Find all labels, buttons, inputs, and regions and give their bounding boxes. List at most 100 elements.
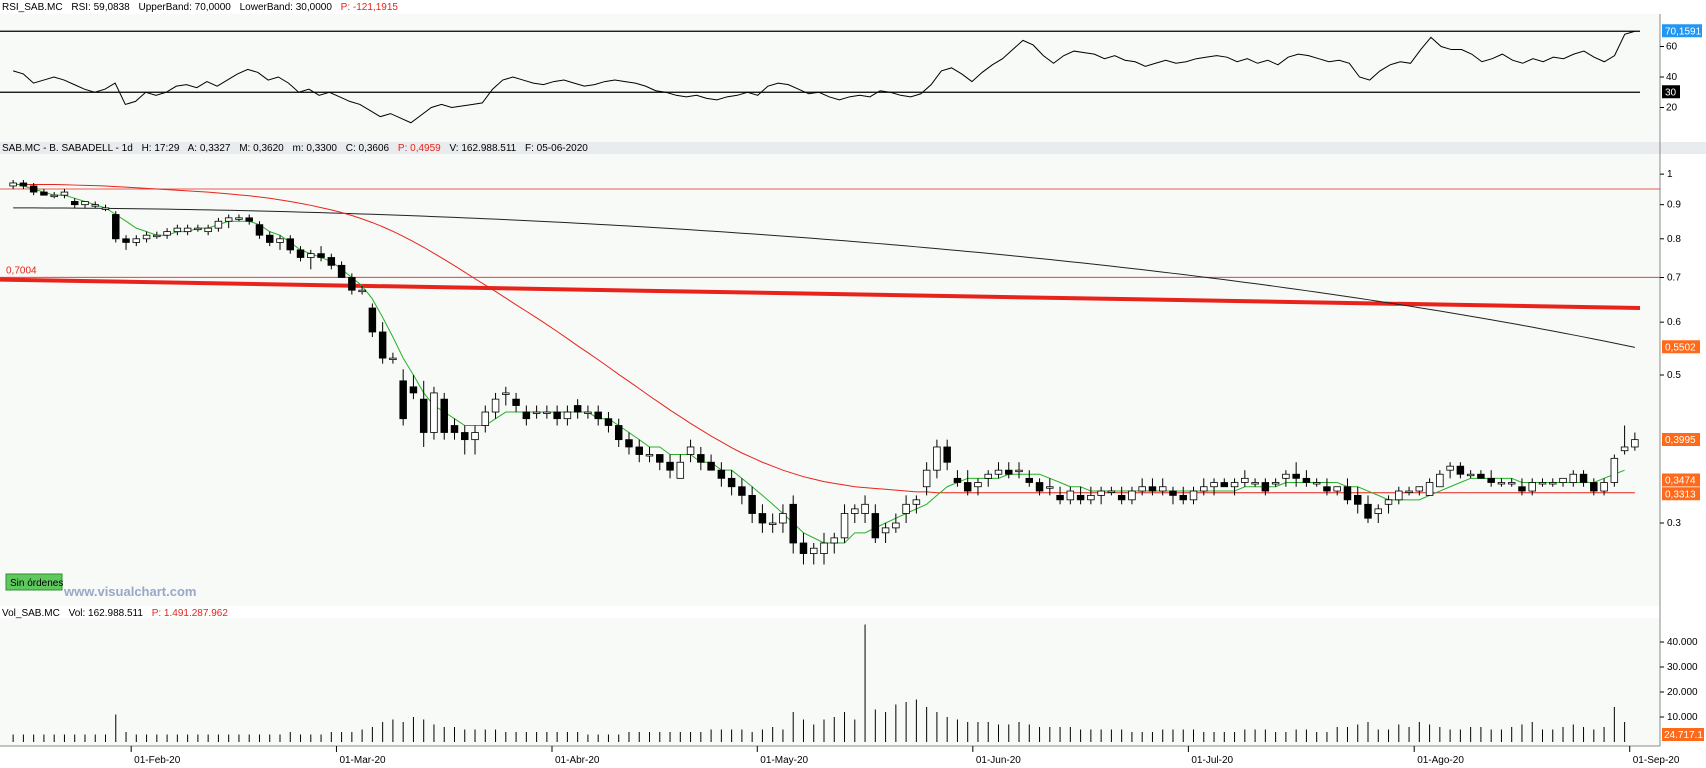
- candle-body: [1025, 477, 1034, 483]
- candle-body: [255, 224, 264, 236]
- candle: [389, 352, 397, 364]
- candle-body: [1046, 486, 1054, 489]
- ma-black-line: [13, 207, 1635, 348]
- candle-body: [963, 482, 972, 492]
- candle: [861, 495, 869, 524]
- candle-body: [1415, 486, 1424, 492]
- candle-body: [563, 411, 572, 420]
- candle-body: [1333, 486, 1341, 492]
- candle: [676, 454, 685, 479]
- candle-body: [902, 503, 910, 514]
- candle: [29, 182, 38, 196]
- candle: [779, 504, 787, 533]
- candle-body: [368, 307, 377, 333]
- candle: [1241, 470, 1249, 487]
- rsi-value: RSI: 59,0838: [71, 2, 130, 13]
- candle-body: [471, 432, 479, 441]
- candle: [214, 217, 223, 232]
- candle-body: [614, 425, 623, 441]
- candle-body: [1354, 494, 1362, 505]
- candle: [563, 405, 572, 426]
- candle-body: [409, 386, 418, 394]
- candle: [1507, 478, 1516, 487]
- candle: [1282, 470, 1290, 487]
- candle: [1087, 486, 1095, 505]
- candle: [1446, 462, 1454, 479]
- candle: [1179, 486, 1187, 505]
- candle-body: [1292, 473, 1300, 479]
- candle-body: [1446, 465, 1454, 471]
- date-tick-label: 01-Jul-20: [1191, 755, 1233, 766]
- candle-body: [727, 477, 736, 488]
- candle: [1117, 486, 1126, 505]
- candle-body: [60, 191, 69, 196]
- candle: [1251, 478, 1259, 487]
- candle: [573, 399, 582, 419]
- candle: [1220, 478, 1229, 488]
- candle: [1261, 478, 1270, 496]
- date-tick-label: 01-Abr-20: [555, 755, 600, 766]
- candle-body: [994, 469, 1003, 475]
- candle-body: [707, 461, 715, 471]
- candle: [337, 261, 346, 278]
- sin-ordenes-badge[interactable]: [5, 573, 63, 591]
- candle: [810, 543, 818, 565]
- price-v: V: 162.988.511: [450, 143, 517, 154]
- candle: [974, 478, 982, 496]
- candle-body: [337, 264, 346, 278]
- candle-body: [820, 542, 828, 554]
- candle-body: [81, 201, 89, 206]
- candle-body: [317, 253, 325, 258]
- candle: [1097, 486, 1105, 505]
- candle-body: [1087, 494, 1095, 501]
- candle: [1631, 432, 1639, 451]
- candle-body: [70, 201, 79, 206]
- candle: [173, 224, 182, 236]
- candle: [163, 228, 171, 239]
- candle-body: [851, 508, 859, 514]
- vol-tick-label: 40.000: [1667, 637, 1698, 648]
- candle-body: [1620, 446, 1629, 452]
- candle-body: [1128, 490, 1136, 501]
- rsi-header: RSI_SAB.MC RSI: 59,0838 UpperBand: 70,00…: [2, 2, 398, 13]
- candle-body: [1487, 477, 1495, 483]
- candle: [265, 231, 274, 247]
- candle: [1158, 478, 1167, 496]
- date-tick-label: 01-Mar-20: [339, 755, 386, 766]
- candle: [666, 454, 674, 479]
- candle-body: [1066, 490, 1075, 501]
- candle-body: [892, 522, 900, 529]
- candle-body: [1518, 486, 1526, 492]
- price-tag-label: 0,3313: [1665, 489, 1696, 500]
- candle: [1015, 462, 1023, 479]
- candle-body: [974, 482, 982, 488]
- candle-body: [1271, 482, 1280, 485]
- candle-body: [1107, 490, 1116, 493]
- candle: [60, 189, 69, 199]
- candle: [286, 235, 295, 254]
- candle: [1271, 478, 1280, 487]
- date-tick-label: 01-Jun-20: [976, 755, 1021, 766]
- candle-body: [666, 461, 674, 471]
- candle: [235, 214, 243, 222]
- candle-body: [912, 499, 921, 505]
- candle-body: [881, 527, 890, 534]
- candle-body: [1076, 494, 1085, 501]
- candle-body: [861, 503, 869, 514]
- candle-body: [717, 469, 726, 479]
- candle: [686, 439, 695, 463]
- candle: [378, 322, 387, 364]
- candle: [727, 470, 736, 496]
- vol-last-label: 24.717.1: [1664, 730, 1703, 741]
- vol-p: P: 1.491.287.962: [152, 608, 229, 619]
- candle-body: [933, 446, 941, 471]
- candle: [1487, 470, 1495, 487]
- price-tick-label: 0.5: [1667, 370, 1681, 381]
- rsi-upper: UpperBand: 70,0000: [139, 2, 232, 13]
- rsi-panel: [0, 14, 1660, 142]
- candle-body: [1189, 490, 1198, 501]
- candle-body: [1528, 482, 1536, 492]
- candle-body: [1117, 494, 1126, 501]
- candle-body: [645, 454, 654, 457]
- candle-body: [1210, 482, 1218, 488]
